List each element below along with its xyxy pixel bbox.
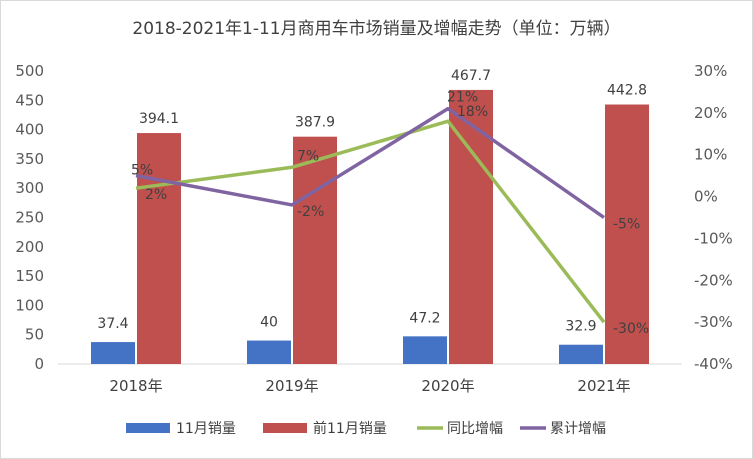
line-cumulative-growth [135, 106, 606, 219]
y-left-tick-label: 350 [15, 150, 44, 168]
line-data-label: -30% [613, 321, 649, 337]
legend-swatch-1 [263, 423, 307, 433]
y-right-tick-label: -20% [694, 271, 733, 289]
y-right-tick-label: -40% [694, 355, 733, 373]
legend-label: 同比增幅 [447, 421, 503, 437]
y-right-tick-label: -30% [694, 313, 733, 331]
bar-nov-sales [403, 336, 447, 364]
y-left-tick-label: 250 [15, 209, 44, 227]
bar-data-label: 32.9 [565, 319, 596, 335]
bar-nov-sales [91, 342, 135, 364]
y-left-tick-label: 400 [15, 121, 44, 139]
y-left-tick-label: 450 [15, 91, 44, 109]
bar-ytd-sales [137, 133, 181, 364]
line-data-label: 21% [447, 90, 478, 106]
line-data-label: 7% [297, 148, 319, 164]
legend-label: 前11月销量 [313, 420, 387, 437]
y-left-tick-label: 100 [15, 296, 44, 314]
y-left-tick-label: 0 [34, 355, 44, 373]
line-data-label: 18% [457, 104, 488, 120]
bar-nov-sales [247, 340, 291, 364]
y-right-tick-label: 10% [694, 146, 727, 164]
bar-ytd-sales [605, 104, 649, 365]
legend-label: 11月销量 [176, 421, 236, 437]
legend-swatch-0 [126, 423, 170, 433]
bar-nov-sales [559, 344, 603, 364]
x-tick-label: 2018年 [109, 377, 162, 395]
bar-data-label: 394.1 [139, 111, 179, 127]
bar-ytd-sales [293, 136, 337, 364]
y-right-tick-label: 30% [694, 62, 727, 80]
y-left-tick-label: 500 [15, 62, 44, 80]
bar-data-label: 467.7 [451, 68, 491, 84]
bar-data-label: 47.2 [409, 310, 440, 326]
y-right-tick-label: -10% [694, 229, 733, 247]
bar-data-label: 442.8 [607, 83, 647, 99]
y-left-tick-label: 300 [15, 179, 44, 197]
bar-data-label: 387.9 [295, 115, 335, 131]
y-right-tick-label: 0% [694, 188, 718, 206]
line-data-label: 5% [131, 163, 153, 179]
x-tick-label: 2019年 [265, 377, 318, 395]
bar-data-label: 40 [260, 315, 278, 331]
y-right-tick-label: 20% [694, 104, 727, 122]
line-data-label: 2% [145, 187, 167, 203]
line-data-label: -2% [297, 204, 324, 220]
line-yoy-growth [135, 119, 606, 324]
y-left-tick-label: 50 [25, 326, 44, 344]
chart-title: 2018-2021年1-11月商用车市场销量及增幅走势（单位：万辆） [132, 19, 621, 39]
y-left-tick-label: 200 [15, 238, 44, 256]
y-left-tick-label: 150 [15, 267, 44, 285]
bar-data-label: 37.4 [97, 316, 128, 332]
x-tick-label: 2021年 [577, 377, 630, 395]
line-data-label: -5% [613, 217, 640, 233]
x-tick-label: 2020年 [421, 377, 474, 395]
legend-label: 累计增幅 [550, 421, 606, 437]
